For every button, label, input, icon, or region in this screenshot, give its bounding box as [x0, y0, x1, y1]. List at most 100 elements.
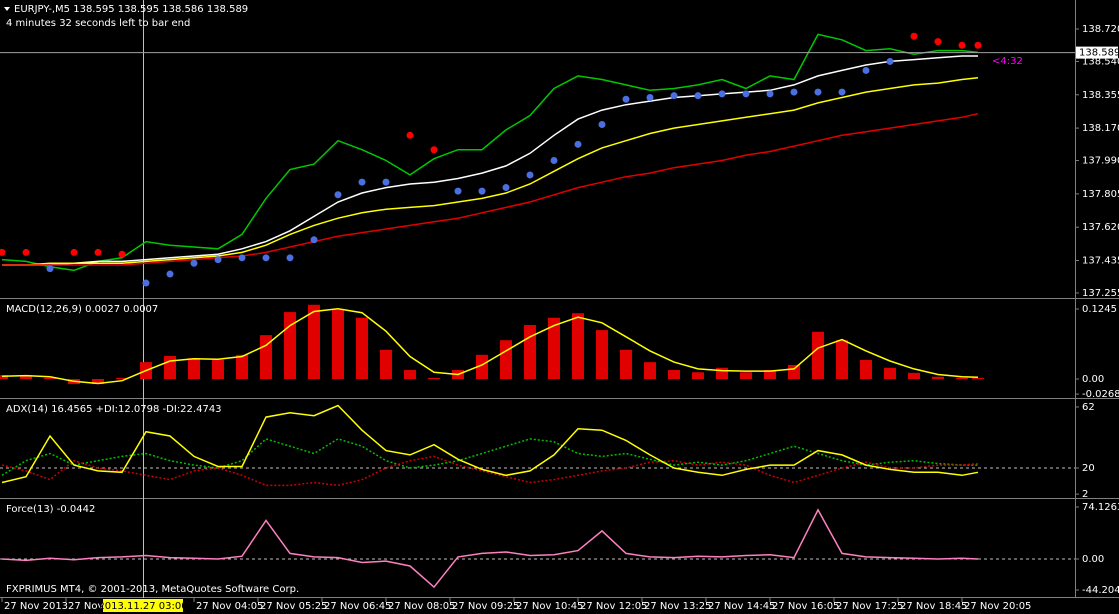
- histogram-bar: [404, 370, 416, 380]
- sar-dot: [526, 171, 534, 179]
- histogram-bar: [788, 364, 800, 380]
- frame: [0, 0, 1119, 598]
- sar-dot: [502, 184, 510, 192]
- series-line: [1, 307, 979, 385]
- x-tick-label: 27 Nov 0: [68, 601, 113, 612]
- x-tick-label: 27 Nov 14:45: [708, 601, 775, 612]
- sar-dot: [22, 248, 30, 256]
- histogram-bar: [308, 304, 320, 380]
- x-tick-label: 27 Nov 12:05: [580, 601, 647, 612]
- y-tick-label: -0.0268: [1082, 389, 1119, 400]
- x-tick-label: 27 Nov 09:25: [452, 601, 519, 612]
- sar-dot: [622, 95, 630, 103]
- x-tick-label: 27 Nov 20:05: [964, 601, 1031, 612]
- x-tick-label: 27 Nov 10:45: [516, 601, 583, 612]
- histogram-bar: [332, 309, 344, 380]
- y-tick-label: 137.990: [1082, 156, 1119, 167]
- histogram-bar: [44, 377, 56, 380]
- series-line: [1, 508, 979, 589]
- y-tick-label: 138.355: [1082, 90, 1119, 101]
- histogram-bar: [20, 375, 32, 380]
- sar-dot: [958, 41, 966, 49]
- y-tick-label: -44.2046: [1082, 585, 1119, 596]
- chart-subtitle: 4 minutes 32 seconds left to bar end: [6, 18, 190, 29]
- sar-dot: [238, 254, 246, 262]
- sar-dot: [574, 140, 582, 148]
- sar-dot: [262, 254, 270, 262]
- x-tick-label: 27 Nov 17:25: [836, 601, 903, 612]
- sar-dot: [694, 92, 702, 100]
- sar-dot: [0, 248, 6, 256]
- histogram-bar: [620, 349, 632, 380]
- sar-dot: [886, 57, 894, 65]
- histogram-bar: [668, 370, 680, 380]
- sar-dot: [166, 270, 174, 278]
- series-line: [1, 404, 979, 484]
- histogram-bar: [428, 377, 440, 380]
- histogram-bar: [380, 349, 392, 380]
- y-tick-label: 0.00: [1082, 554, 1104, 565]
- sar-dot: [382, 178, 390, 186]
- sar-dot: [790, 88, 798, 96]
- sar-dot: [598, 120, 606, 128]
- series-line: [1, 33, 979, 272]
- y-tick-label: 20: [1082, 463, 1095, 474]
- y-tick-label: 138.540: [1082, 56, 1119, 67]
- y-tick-label: 138.720: [1082, 24, 1119, 35]
- sar-dot: [742, 90, 750, 98]
- histogram-bar: [812, 331, 824, 380]
- y-tick-label: 0.00: [1082, 374, 1104, 385]
- footer: FXPRIMUS MT4, © 2001-2013, MetaQuotes So…: [6, 584, 299, 595]
- sar-dot: [46, 265, 54, 273]
- histogram-bar: [500, 340, 512, 380]
- x-tick-label: 27 Nov 06:45: [324, 601, 391, 612]
- panel-title: ADX(14) 16.4565 +DI:12.0798 -DI:22.4743: [6, 404, 222, 415]
- panel-title: MACD(12,26,9) 0.0027 0.0007: [6, 304, 158, 315]
- sar-dot: [358, 178, 366, 186]
- sar-dot: [862, 66, 870, 74]
- sar-dot: [334, 191, 342, 199]
- sar-dot: [766, 90, 774, 98]
- histogram-bar: [908, 372, 920, 380]
- histogram-bar: [884, 367, 896, 380]
- histogram-bar: [524, 325, 536, 380]
- sar-dot: [142, 279, 150, 287]
- sar-dot: [838, 88, 846, 96]
- sar-dot: [214, 256, 222, 264]
- x-tick-label: 27 Nov 05:25: [260, 601, 327, 612]
- sar-dot: [190, 259, 198, 267]
- sar-dot: [286, 254, 294, 262]
- y-tick-label: 138.170: [1082, 123, 1119, 134]
- histogram-bar: [356, 317, 368, 380]
- y-tick-label: 62: [1082, 402, 1095, 413]
- sar-dot: [670, 92, 678, 100]
- y-tick-label: 137.805: [1082, 189, 1119, 200]
- histogram-bar: [548, 317, 560, 380]
- panel-title: Force(13) -0.0442: [6, 504, 95, 515]
- series-line: [2, 55, 978, 266]
- histogram-bar: [236, 354, 248, 380]
- countdown: <4:32: [992, 56, 1023, 67]
- crosshair-label: 2013.11.27 03:00: [98, 601, 187, 612]
- sar-dot: [118, 250, 126, 258]
- menu-arrow[interactable]: [4, 7, 10, 11]
- series-line: [2, 76, 979, 266]
- x-tick-label: 27 Nov 2013: [4, 601, 68, 612]
- x-tick-label: 27 Nov 08:05: [388, 601, 455, 612]
- sar-dot: [814, 88, 822, 96]
- histogram-bar: [572, 313, 584, 380]
- y-tick-label: 137.255: [1082, 288, 1119, 299]
- sar-dot: [974, 41, 982, 49]
- histogram-bar: [644, 362, 656, 380]
- sar-dot: [646, 93, 654, 101]
- y-tick-label: 74.1263: [1082, 502, 1119, 513]
- histogram-bar: [972, 377, 984, 380]
- y-tick-label: 137.620: [1082, 222, 1119, 233]
- y-tick-label: 137.435: [1082, 256, 1119, 267]
- sar-dot: [718, 90, 726, 98]
- histogram-bar: [116, 377, 128, 380]
- sar-dot: [454, 187, 462, 195]
- sar-dot: [94, 248, 102, 256]
- histogram-bar: [164, 355, 176, 380]
